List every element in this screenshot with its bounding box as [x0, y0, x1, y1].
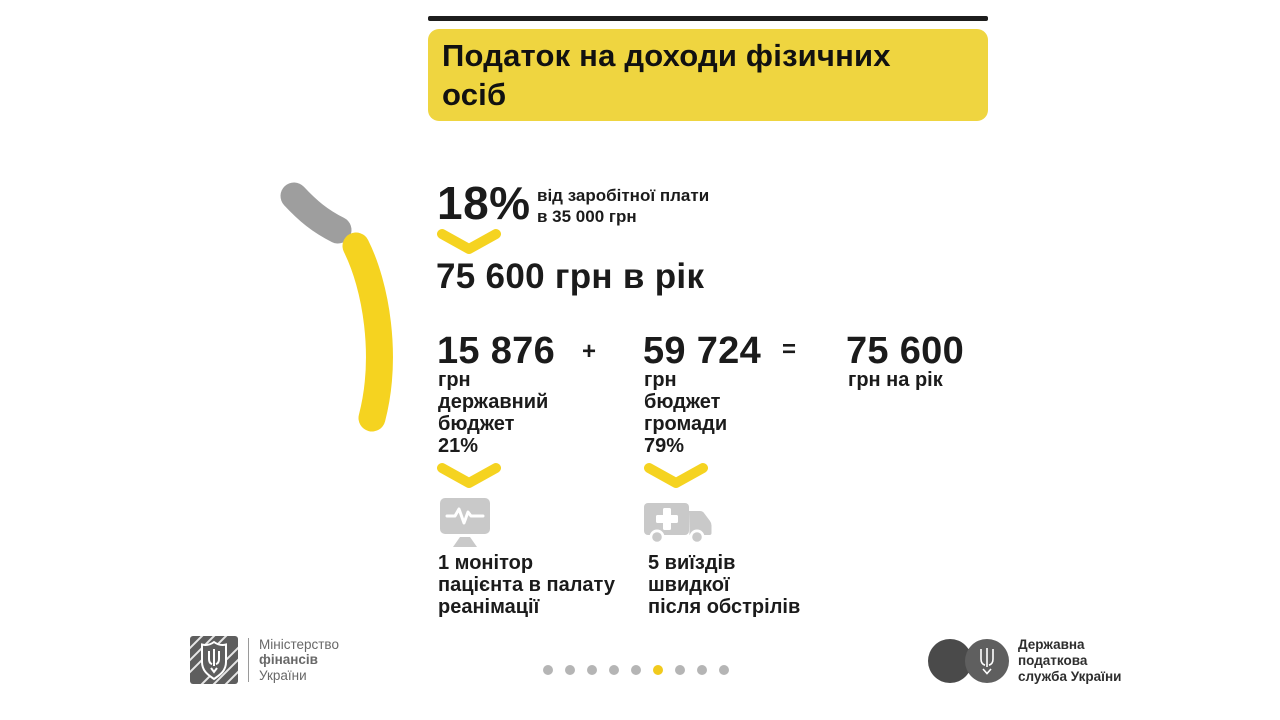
tax-service-logo: Державна податкова служба України — [928, 637, 1121, 685]
top-accent-bar — [428, 16, 988, 21]
detail-line: державний — [438, 391, 549, 413]
caption-line: реанімації — [438, 596, 540, 618]
tax-service-circles — [928, 639, 1009, 683]
plus-sign: + — [582, 338, 597, 365]
tax-service-label: Державна податкова служба України — [1018, 637, 1121, 685]
pagination-dot[interactable] — [543, 665, 553, 675]
ministry-label: Міністерство фінансів України — [259, 637, 339, 684]
tax-service-line: Державна — [1018, 637, 1085, 652]
caption-line: швидкої — [648, 574, 730, 596]
outcome-ambulance-caption: 5 виїздів швидкої після обстрілів — [648, 552, 800, 618]
detail-line: громади — [644, 413, 728, 435]
pagination-dot[interactable] — [609, 665, 619, 675]
caption-line: 5 виїздів — [648, 552, 736, 574]
pagination-dot[interactable] — [719, 665, 729, 675]
state-budget-detail: грн державний бюджет 21% — [438, 369, 548, 457]
tax-service-circle-dark — [928, 639, 972, 683]
page-title-line-1: Податок на доходи фізичних — [442, 38, 891, 73]
tax-service-line: служба України — [1018, 669, 1122, 684]
ministry-line: фінансів — [259, 652, 318, 668]
outcome-monitor-caption: 1 монітор пацієнта в палату реанімації — [438, 552, 615, 618]
trident-icon — [980, 648, 994, 675]
logo-divider — [248, 638, 249, 682]
pagination-dot[interactable] — [675, 665, 685, 675]
ambulance-icon — [644, 503, 712, 545]
chevron-down-icon — [644, 463, 708, 488]
page-title-line-2: осіб — [442, 77, 507, 112]
ministry-line: України — [259, 667, 307, 683]
detail-line: бюджет — [438, 413, 515, 435]
chevron-down-icon — [437, 229, 501, 254]
tax-rate-note-line-2: в 35 000 грн — [537, 207, 637, 226]
pagination-dots — [543, 665, 729, 675]
equals-sign: = — [782, 336, 797, 363]
ministry-emblem-icon — [190, 636, 238, 684]
arc-gray-segment — [280, 182, 352, 244]
pagination-dot[interactable] — [587, 665, 597, 675]
total-amount: 75 600 — [846, 330, 965, 372]
detail-line: 79% — [644, 435, 685, 457]
pagination-dot[interactable] — [565, 665, 575, 675]
total-detail: грн на рік — [848, 369, 943, 391]
caption-line: пацієнта в палату — [438, 574, 615, 596]
decorative-arc — [280, 182, 393, 432]
detail-line: грн — [644, 369, 677, 391]
patient-monitor-icon — [440, 498, 490, 547]
chevron-down-icon — [437, 463, 501, 488]
pagination-dot-active[interactable] — [653, 665, 663, 675]
detail-line: грн — [438, 369, 471, 391]
state-budget-amount: 15 876 — [437, 330, 556, 372]
detail-line: бюджет — [644, 391, 721, 413]
pagination-dot[interactable] — [697, 665, 707, 675]
community-budget-amount: 59 724 — [643, 330, 762, 372]
ministry-line: Міністерство — [259, 636, 339, 652]
title-banner: Податок на доходи фізичних осіб — [428, 29, 988, 121]
detail-line: 21% — [438, 435, 479, 457]
caption-line: 1 монітор — [438, 552, 534, 574]
arc-yellow-segment — [342, 232, 393, 432]
tax-service-line: податкова — [1018, 653, 1088, 668]
tax-rate-note-line-1: від заробітної плати — [537, 186, 710, 205]
tax-rate-note: від заробітної плати в 35 000 грн — [537, 185, 709, 227]
community-budget-detail: грн бюджет громади 79% — [644, 369, 727, 457]
ministry-of-finance-logo: Міністерство фінансів України — [190, 636, 339, 684]
pagination-dot[interactable] — [631, 665, 641, 675]
caption-line: після обстрілів — [648, 596, 801, 618]
tax-rate-value: 18% — [437, 177, 531, 229]
annual-total: 75 600 грн в рік — [436, 257, 705, 296]
trident-circle-icon — [965, 639, 1009, 683]
